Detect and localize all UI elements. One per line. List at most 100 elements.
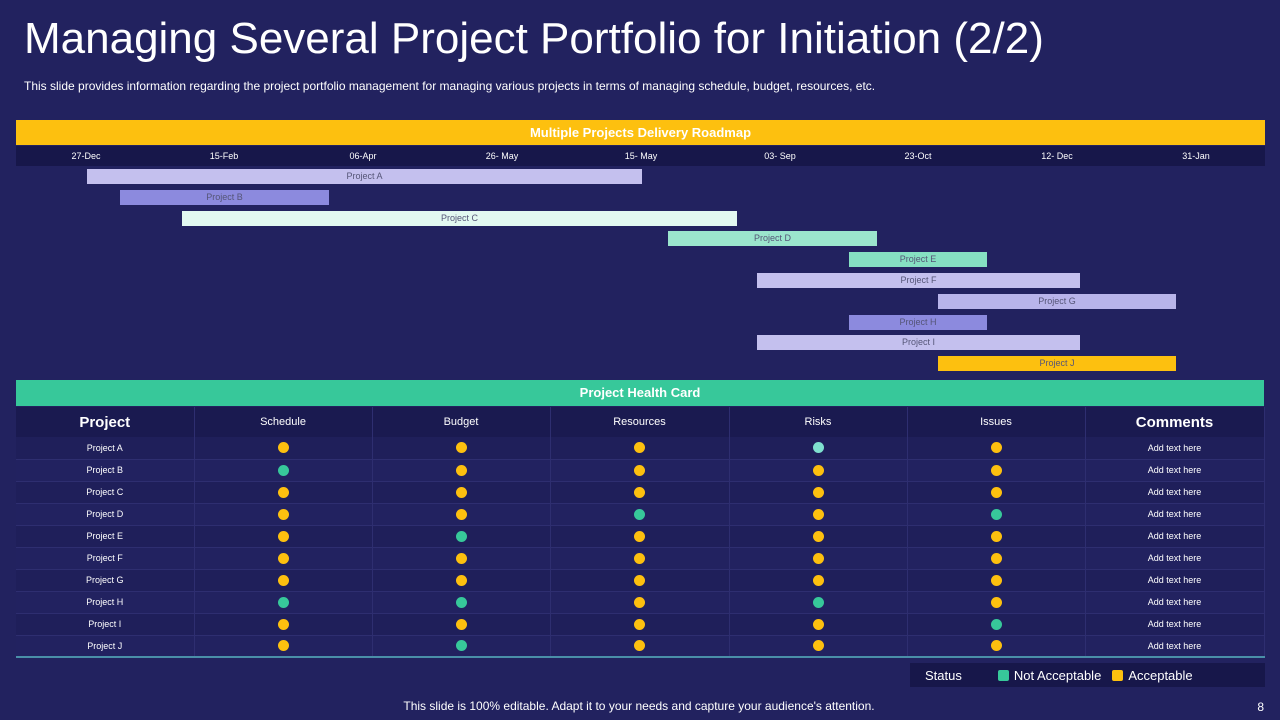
status-cell	[907, 437, 1086, 460]
status-dot-icon	[634, 464, 645, 476]
status-dot-icon	[812, 464, 824, 476]
status-dot-icon	[990, 486, 1002, 498]
comment-cell[interactable]: Add text here	[1085, 525, 1265, 548]
gantt-bar-project-j: Project J	[938, 356, 1176, 372]
column-header-project: Project	[16, 407, 195, 437]
status-cell	[550, 591, 730, 614]
comment-cell[interactable]: Add text here	[1085, 591, 1265, 614]
column-header-issues: Issues	[907, 407, 1086, 437]
status-dot-icon	[277, 596, 289, 608]
status-cell	[550, 503, 730, 526]
slide-title: Managing Several Project Portfolio for I…	[24, 14, 1044, 63]
status-dot-icon	[634, 442, 645, 454]
status-dot-icon	[277, 574, 289, 586]
status-legend: Status Not Acceptable Acceptable	[910, 663, 1265, 687]
status-cell	[194, 503, 373, 526]
roadmap-date-axis: 27-Dec 15-Feb 06-Apr 26- May 15- May 03- Sep 2…	[16, 146, 1265, 166]
gantt-bar-project-f: Project F	[757, 273, 1080, 288]
status-cell	[729, 437, 908, 460]
status-cell	[194, 613, 373, 636]
comment-cell[interactable]: Add text here	[1085, 547, 1265, 570]
status-cell	[729, 459, 908, 482]
column-header-schedule: Schedule	[194, 407, 373, 437]
gantt-bar-project-c: Project C	[182, 210, 737, 226]
status-dot-icon	[455, 442, 467, 454]
project-name-cell: Project C	[16, 481, 195, 504]
status-dot-icon	[634, 618, 645, 630]
status-cell	[550, 437, 730, 460]
date-tick-label: 26- May	[485, 151, 519, 161]
column-header-comments: Comments	[1085, 407, 1265, 437]
status-dot-icon	[990, 640, 1002, 652]
status-dot-icon	[812, 530, 824, 542]
status-dot-icon	[812, 442, 824, 454]
status-dot-icon	[455, 552, 467, 564]
gantt-bar-project-e: Project E	[849, 252, 987, 268]
status-dot-icon	[990, 552, 1002, 564]
legend-acceptable-label: Acceptable	[1128, 667, 1193, 683]
status-cell	[907, 635, 1086, 658]
comment-cell[interactable]: Add text here	[1085, 635, 1265, 658]
project-name-cell: Project E	[16, 525, 195, 548]
status-cell	[194, 459, 373, 482]
status-cell	[194, 547, 373, 570]
project-name-cell: Project A	[16, 437, 195, 460]
status-cell	[550, 481, 730, 504]
status-cell	[907, 503, 1086, 526]
comment-cell[interactable]: Add text here	[1085, 503, 1265, 526]
gantt-bar-project-d: Project D	[668, 231, 877, 247]
project-name-cell: Project J	[16, 635, 195, 658]
status-cell	[907, 525, 1086, 548]
status-cell	[194, 525, 373, 548]
column-header-resources: Resources	[550, 407, 730, 437]
status-cell	[372, 635, 551, 658]
project-name-cell: Project F	[16, 547, 195, 570]
status-cell	[372, 525, 551, 548]
status-dot-icon	[455, 640, 467, 652]
status-cell	[729, 547, 908, 570]
status-cell	[372, 437, 551, 460]
status-cell	[550, 613, 730, 636]
status-cell	[907, 591, 1086, 614]
legend-not-acceptable: Not Acceptable	[997, 668, 1101, 683]
status-cell	[907, 547, 1086, 570]
status-dot-icon	[990, 508, 1002, 520]
status-dot-icon	[634, 574, 645, 586]
status-cell	[729, 481, 908, 504]
legend-swatch-icon	[997, 669, 1009, 681]
comment-cell[interactable]: Add text here	[1085, 481, 1265, 504]
status-dot-icon	[455, 618, 467, 630]
status-cell	[194, 481, 373, 504]
status-dot-icon	[812, 508, 824, 520]
status-cell	[550, 569, 730, 592]
status-cell	[907, 613, 1086, 636]
comment-cell[interactable]: Add text here	[1085, 437, 1265, 460]
comment-cell[interactable]: Add text here	[1085, 613, 1265, 636]
date-tick-label: 23-Oct	[904, 151, 932, 161]
status-dot-icon	[812, 552, 824, 564]
date-tick-label: 31-Jan	[1182, 151, 1210, 161]
comment-cell[interactable]: Add text here	[1085, 569, 1265, 592]
status-dot-icon	[812, 574, 824, 586]
date-tick-label: 15-Feb	[209, 151, 239, 161]
project-name-cell: Project B	[16, 459, 195, 482]
status-dot-icon	[990, 618, 1002, 630]
gantt-bar-project-h: Project H	[849, 314, 987, 330]
status-cell	[907, 459, 1086, 482]
footer-note: This slide is 100% editable. Adapt it to…	[403, 699, 875, 713]
status-dot-icon	[277, 486, 289, 498]
status-cell	[372, 569, 551, 592]
table-row: Project G Add text here	[16, 569, 1265, 592]
status-cell	[729, 613, 908, 636]
status-dot-icon	[277, 552, 289, 564]
status-dot-icon	[277, 508, 289, 520]
status-cell	[729, 569, 908, 592]
status-cell	[194, 437, 373, 460]
date-tick-label: 03- Sep	[764, 151, 796, 161]
comment-cell[interactable]: Add text here	[1085, 459, 1265, 482]
status-dot-icon	[990, 574, 1002, 586]
status-cell	[729, 503, 908, 526]
status-dot-icon	[990, 530, 1002, 542]
status-dot-icon	[277, 442, 289, 454]
table-row: Project D Add text here	[16, 503, 1265, 526]
